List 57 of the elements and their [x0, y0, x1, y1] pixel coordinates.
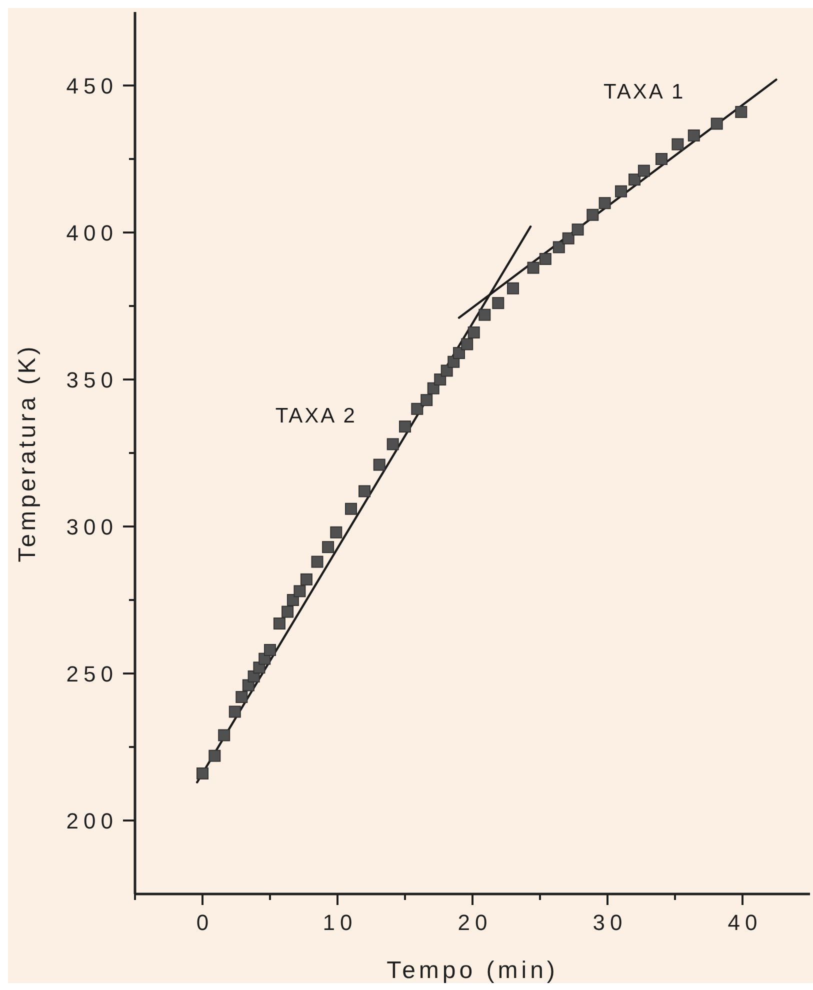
point: [453, 347, 465, 360]
y-tick-label: 300: [66, 514, 118, 539]
point: [434, 374, 446, 386]
y-tick-label: 400: [66, 220, 118, 245]
point: [638, 164, 650, 177]
point: [373, 458, 386, 471]
point: [552, 241, 565, 254]
y-tick-label: 250: [66, 661, 118, 686]
point: [300, 573, 312, 586]
x-tick-label: 20: [458, 910, 492, 934]
point: [478, 308, 491, 321]
y-tick-label: 200: [66, 808, 118, 833]
point: [710, 118, 723, 130]
x-tick-label: 10: [322, 910, 358, 934]
point: [358, 485, 370, 498]
point: [228, 706, 241, 718]
point: [420, 394, 433, 406]
point: [628, 174, 640, 186]
point: [208, 750, 221, 762]
point: [598, 197, 611, 210]
point: [264, 644, 276, 656]
point: [411, 402, 424, 415]
point: [282, 606, 294, 618]
x-tick-label: 30: [592, 910, 628, 934]
text: TAXA 2: [275, 404, 358, 428]
point: [218, 729, 230, 742]
point: [507, 282, 519, 294]
point: [236, 691, 248, 704]
point: [586, 208, 599, 221]
point: [539, 252, 552, 265]
point: [572, 224, 584, 236]
point: [656, 153, 668, 165]
point: [294, 585, 306, 598]
x-tick-label: 40: [728, 910, 762, 934]
y-tick-label: 350: [66, 367, 118, 392]
point: [386, 438, 399, 450]
point: [688, 129, 700, 142]
point: [330, 526, 342, 538]
x-tick-label: 0: [196, 910, 214, 934]
point: [468, 326, 480, 338]
point: [615, 185, 627, 198]
point: [322, 541, 334, 554]
point: [196, 767, 208, 780]
series-label: TAXA 1: [604, 80, 686, 104]
point: [461, 338, 474, 350]
point: [273, 618, 286, 630]
point: [672, 138, 684, 150]
y-axis-title: Temperatura (K): [14, 344, 40, 562]
point: [345, 502, 357, 515]
point: [399, 420, 411, 433]
point: [311, 556, 324, 568]
point: [735, 106, 748, 118]
y-tick-label: 450: [66, 73, 118, 98]
point: [527, 262, 540, 274]
point: [562, 232, 574, 244]
point: [492, 297, 504, 310]
x-axis-title: Tempo (min): [386, 956, 558, 984]
